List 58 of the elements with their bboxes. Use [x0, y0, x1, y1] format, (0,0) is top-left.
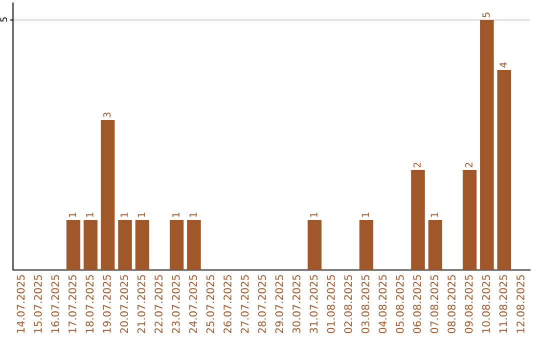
x-tick-label: 19.07.2025: [102, 275, 111, 333]
bar: [118, 220, 132, 270]
bar: [497, 70, 512, 270]
x-tick-label: 20.07.2025: [120, 275, 128, 334]
x-tick-label: 08.08.2025: [448, 275, 456, 334]
x-tick-label: 06.08.2025: [413, 275, 422, 334]
x-tick-label: 14.07.2025: [16, 275, 25, 333]
data-label: 1: [120, 212, 128, 217]
x-tick-label: 05.08.2025: [396, 275, 404, 334]
data-label: 4: [500, 62, 507, 68]
x-tick-label: 15.07.2025: [34, 275, 42, 333]
data-label: 1: [190, 212, 197, 217]
bar: [411, 170, 425, 270]
x-tick-label: 28.07.2025: [258, 275, 266, 334]
x-tick-label: 10.08.2025: [482, 275, 490, 333]
data-label: 1: [86, 212, 94, 217]
x-tick-label: 01.08.2025: [326, 275, 335, 334]
x-tick-label: 21.07.2025: [137, 275, 146, 334]
data-label: 2: [413, 162, 421, 168]
x-tick-label: 27.07.2025: [240, 275, 249, 334]
data-label: 1: [362, 212, 369, 217]
data-label: 1: [172, 212, 180, 217]
bar: [462, 170, 477, 270]
x-tick-label: 24.07.2025: [189, 275, 197, 334]
bar: [428, 220, 442, 270]
data-label: 5: [482, 12, 490, 18]
x-tick-label: 04.08.2025: [378, 275, 387, 334]
x-tick-label: 03.08.2025: [361, 275, 370, 334]
x-tick-label: 30.07.2025: [292, 275, 300, 334]
x-tick-label: 25.07.2025: [206, 275, 214, 334]
bar: [100, 120, 115, 270]
bar: [308, 220, 322, 270]
bar: [187, 220, 201, 270]
x-tick-label: 11.08.2025: [499, 275, 508, 333]
x-tick-label: 12.08.2025: [516, 275, 524, 333]
x-tick-label: 02.08.2025: [344, 275, 352, 334]
bar: [480, 20, 494, 270]
x-tick-label: 09.08.2025: [464, 275, 473, 334]
x-tick-label: 31.07.2025: [310, 275, 318, 334]
bar: [84, 220, 98, 270]
bar: [170, 220, 184, 270]
bar: [135, 220, 150, 270]
data-label: 1: [68, 212, 76, 217]
x-tick-label: 29.07.2025: [275, 275, 284, 334]
x-tick-label: 18.07.2025: [86, 275, 94, 333]
data-label: 1: [310, 212, 318, 217]
x-tick-label: 07.08.2025: [430, 275, 438, 334]
x-tick-label: 22.07.2025: [154, 275, 163, 334]
data-label: 2: [465, 162, 472, 168]
data-label: 3: [103, 112, 111, 118]
data-label: 1: [138, 212, 145, 217]
data-label: 1: [430, 212, 438, 217]
x-tick-label: 26.07.2025: [224, 275, 232, 334]
bar: [66, 220, 80, 270]
x-tick-label: 16.07.2025: [51, 275, 60, 333]
x-tick-label: 17.07.2025: [68, 275, 76, 333]
x-tick-label: 23.07.2025: [172, 275, 180, 334]
bar: [359, 220, 374, 270]
